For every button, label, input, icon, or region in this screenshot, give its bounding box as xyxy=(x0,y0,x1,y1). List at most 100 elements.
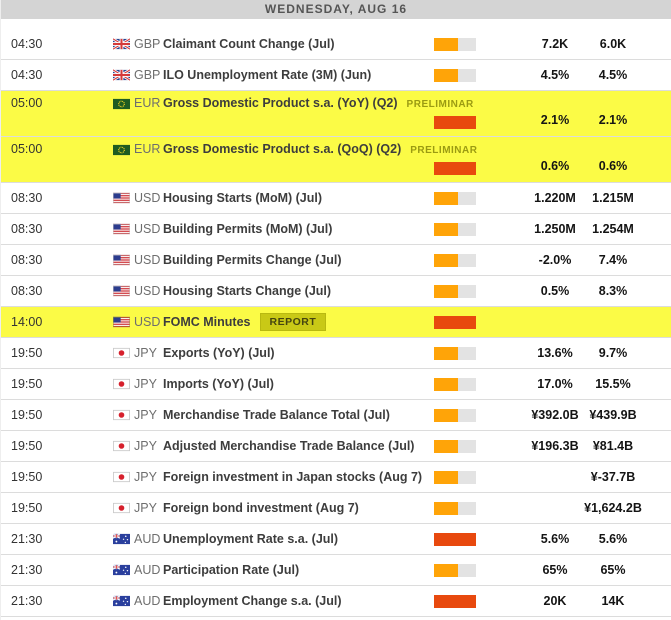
event-time: 19:50 xyxy=(11,439,43,453)
event-name-wrap: Merchandise Trade Balance Total (Jul) xyxy=(163,400,390,430)
event-time: 04:30 xyxy=(11,37,43,51)
event-name[interactable]: Foreign investment in Japan stocks (Aug … xyxy=(163,470,423,484)
actual-value: 1.250M xyxy=(534,222,576,236)
actual-value: 1.220M xyxy=(534,191,576,205)
event-name-wrap: Participation Rate (Jul) xyxy=(163,555,299,585)
event-name[interactable]: Imports (YoY) (Jul) xyxy=(163,377,274,391)
event-row[interactable]: 19:50 JPY Exports (YoY) (Jul) 13.6% 9.7% xyxy=(1,338,671,369)
japan-flag-icon xyxy=(113,378,130,390)
event-row[interactable]: 04:30 GBP ILO Unemployment Rate (3M) (Ju… xyxy=(1,60,671,91)
event-row[interactable]: 08:30 USD Building Permits (MoM) (Jul) 1… xyxy=(1,214,671,245)
event-name-wrap: Housing Starts (MoM) (Jul) xyxy=(163,183,322,213)
event-row[interactable]: 08:30 USD Building Permits Change (Jul) … xyxy=(1,245,671,276)
event-name-wrap: Building Permits Change (Jul) xyxy=(163,245,342,275)
orange-importance-bar xyxy=(434,285,476,298)
event-name-wrap: Foreign investment in Japan stocks (Aug … xyxy=(163,462,422,492)
event-name-wrap: Building Permits (MoM) (Jul) xyxy=(163,214,332,244)
australia-flag-icon xyxy=(113,533,130,545)
event-name[interactable]: Building Permits (MoM) (Jul) xyxy=(163,222,333,236)
event-row[interactable]: 21:30 AUD Employment Change s.a. (Jul) 2… xyxy=(1,586,671,617)
currency-code: USD xyxy=(134,315,161,329)
previous-value: 8.3% xyxy=(598,284,628,298)
event-row[interactable]: 04:30 GBP Claimant Count Change (Jul) 7.… xyxy=(1,29,671,60)
event-row[interactable]: 19:50 JPY Merchandise Trade Balance Tota… xyxy=(1,400,671,431)
currency-code: AUD xyxy=(134,594,161,608)
orange-importance-bar xyxy=(434,378,476,391)
event-name[interactable]: Gross Domestic Product s.a. (QoQ) (Q2) xyxy=(163,142,402,156)
us-flag-icon xyxy=(113,223,130,235)
event-row-highlighted[interactable]: 05:00 EUR Gross Domestic Product s.a. (Y… xyxy=(1,91,671,137)
currency-code: EUR xyxy=(134,142,161,156)
orange-importance-bar xyxy=(434,192,476,205)
previous-value: 0.6% xyxy=(598,159,628,173)
currency-code: JPY xyxy=(134,377,157,391)
event-time: 19:50 xyxy=(11,346,43,360)
currency-code: AUD xyxy=(134,563,161,577)
event-name-wrap: Imports (YoY) (Jul) xyxy=(163,369,274,399)
orange-importance-bar xyxy=(434,440,476,453)
event-row[interactable]: 21:30 AUD Participation Rate (Jul) 65% 6… xyxy=(1,555,671,586)
event-name[interactable]: Unemployment Rate s.a. (Jul) xyxy=(163,532,339,546)
report-button[interactable]: REPORT xyxy=(259,313,327,331)
previous-value: 5.6% xyxy=(598,532,628,546)
event-row[interactable]: 19:50 JPY Foreign bond investment (Aug 7… xyxy=(1,493,671,524)
event-row[interactable]: 21:30 AUD Unemployment Rate s.a. (Jul) 5… xyxy=(1,524,671,555)
currency-code: EUR xyxy=(134,96,161,110)
red-importance-bar xyxy=(434,533,476,546)
red-importance-bar xyxy=(434,595,476,608)
header-spacer xyxy=(1,19,671,29)
event-name-wrap: Housing Starts Change (Jul) xyxy=(163,276,331,306)
event-name[interactable]: Gross Domestic Product s.a. (YoY) (Q2) xyxy=(163,96,398,110)
event-name[interactable]: Foreign bond investment (Aug 7) xyxy=(163,501,359,515)
event-time: 19:50 xyxy=(11,408,43,422)
event-name[interactable]: Participation Rate (Jul) xyxy=(163,563,300,577)
previous-value: 15.5% xyxy=(595,377,631,391)
event-time: 08:30 xyxy=(11,253,43,267)
previous-value: 14K xyxy=(601,594,625,608)
event-row[interactable]: 19:50 JPY Foreign investment in Japan st… xyxy=(1,462,671,493)
event-name[interactable]: FOMC Minutes xyxy=(163,315,251,329)
event-row[interactable]: 19:50 JPY Adjusted Merchandise Trade Bal… xyxy=(1,431,671,462)
uk-flag-icon xyxy=(113,69,130,81)
eu-flag-icon xyxy=(113,144,130,156)
previous-value: 6.0K xyxy=(599,37,627,51)
japan-flag-icon xyxy=(113,471,130,483)
japan-flag-icon xyxy=(113,502,130,514)
event-name[interactable]: Employment Change s.a. (Jul) xyxy=(163,594,342,608)
event-name[interactable]: Merchandise Trade Balance Total (Jul) xyxy=(163,408,390,422)
actual-value: 20K xyxy=(543,594,567,608)
event-name-wrap: Unemployment Rate s.a. (Jul) xyxy=(163,524,338,554)
event-name[interactable]: Housing Starts Change (Jul) xyxy=(163,284,332,298)
australia-flag-icon xyxy=(113,595,130,607)
orange-importance-bar xyxy=(434,502,476,515)
event-row-highlighted[interactable]: 14:00 USD FOMC Minutes REPORT xyxy=(1,307,671,338)
event-time: 04:30 xyxy=(11,68,43,82)
event-row[interactable]: 08:30 USD Housing Starts Change (Jul) 0.… xyxy=(1,276,671,307)
eu-flag-icon xyxy=(113,98,130,110)
currency-code: JPY xyxy=(134,470,157,484)
event-name[interactable]: Claimant Count Change (Jul) xyxy=(163,37,335,51)
event-time: 08:30 xyxy=(11,191,43,205)
event-time: 14:00 xyxy=(11,315,43,329)
currency-code: JPY xyxy=(134,439,157,453)
japan-flag-icon xyxy=(113,409,130,421)
currency-code: USD xyxy=(134,222,161,236)
actual-value: -2.0% xyxy=(538,253,572,267)
previous-value: 65% xyxy=(600,563,626,577)
event-name-wrap: Foreign bond investment (Aug 7) xyxy=(163,493,359,523)
us-flag-icon xyxy=(113,254,130,266)
event-name-wrap: ILO Unemployment Rate (3M) (Jun) xyxy=(163,60,371,90)
previous-value: ¥1,624.2B xyxy=(584,501,642,515)
event-row[interactable]: 08:30 USD Housing Starts (MoM) (Jul) 1.2… xyxy=(1,183,671,214)
event-name[interactable]: Exports (YoY) (Jul) xyxy=(163,346,275,360)
event-name[interactable]: Adjusted Merchandise Trade Balance (Jul) xyxy=(163,439,415,453)
event-name[interactable]: Building Permits Change (Jul) xyxy=(163,253,342,267)
actual-value: 17.0% xyxy=(537,377,573,391)
event-name-wrap: Gross Domestic Product s.a. (YoY) (Q2) PR… xyxy=(163,91,474,117)
event-name[interactable]: Housing Starts (MoM) (Jul) xyxy=(163,191,323,205)
event-row[interactable]: 19:50 JPY Imports (YoY) (Jul) 17.0% 15.5… xyxy=(1,369,671,400)
event-row-highlighted[interactable]: 05:00 EUR Gross Domestic Product s.a. (Q… xyxy=(1,137,671,183)
event-name[interactable]: ILO Unemployment Rate (3M) (Jun) xyxy=(163,68,372,82)
red-importance-bar xyxy=(434,116,476,129)
